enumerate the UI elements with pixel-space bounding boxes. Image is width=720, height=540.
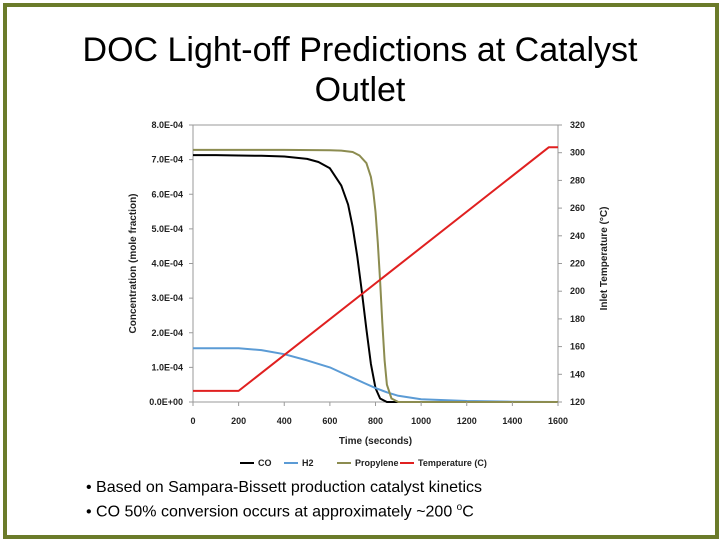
legend-label-propylene: Propylene xyxy=(355,458,399,468)
bullet-2-degree: o xyxy=(456,502,463,513)
bullet-2-unit: C xyxy=(462,503,474,521)
x-tick-label: 1000 xyxy=(411,416,431,426)
title-line-1: DOC Light-off Predictions at Catalyst xyxy=(82,31,638,69)
series-h2-line xyxy=(193,347,559,403)
y2-tick-label: 240 xyxy=(570,231,585,241)
x-tick-label: 200 xyxy=(231,416,246,426)
y2-axis-label: Inlet Temperature (°C) xyxy=(599,207,610,311)
x-tick-label: 400 xyxy=(277,416,292,426)
series-propylene-line xyxy=(193,148,558,403)
x-axis-label: Time (seconds) xyxy=(339,436,412,447)
y2-tick-label: 220 xyxy=(570,259,585,269)
y-tick-label: 3.0E-04 xyxy=(151,293,183,303)
y-tick-label: 4.0E-04 xyxy=(151,259,183,269)
x-tick-label: 1200 xyxy=(457,416,477,426)
series-lines xyxy=(193,146,559,403)
y-tick-label: 0.0E+00 xyxy=(149,397,183,407)
bullet-list: • Based on Sampara-Bissett production ca… xyxy=(86,478,482,522)
y2-tick-label: 300 xyxy=(570,148,585,158)
plot-area xyxy=(192,124,559,403)
tick-labels: 0 200 400 600 800 1000 1200 1400 1600 0.0E+00 1.0E… xyxy=(149,120,585,426)
y2-tick-label: 280 xyxy=(570,175,585,185)
legend: CO H2 Propylene Temperature (C) xyxy=(240,458,487,468)
y2-tick-label: 200 xyxy=(570,286,585,296)
y-tick-label: 7.0E-04 xyxy=(151,155,183,165)
y-axis-label: Concentration (mole fraction) xyxy=(128,193,139,333)
y-tick-label: 2.0E-04 xyxy=(151,328,183,338)
series-co-line xyxy=(193,154,558,403)
y-tick-label: 5.0E-04 xyxy=(151,224,183,234)
y2-tick-label: 180 xyxy=(570,314,585,324)
y-tick-label: 8.0E-04 xyxy=(151,120,183,130)
bullet-1: • Based on Sampara-Bissett production ca… xyxy=(86,479,483,496)
series-temperature-c-line xyxy=(193,146,558,392)
x-tick-label: 1600 xyxy=(548,416,568,426)
x-tick-label: 0 xyxy=(190,416,195,426)
y2-tick-label: 140 xyxy=(570,369,585,379)
legend-label-temperature-c: Temperature (C) xyxy=(418,458,487,468)
title-line-2: Outlet xyxy=(314,71,406,109)
x-tick-label: 600 xyxy=(322,416,337,426)
y2-tick-label: 160 xyxy=(570,342,585,352)
plot-border xyxy=(192,124,559,403)
x-tick-label: 1400 xyxy=(502,416,522,426)
y2-tick-label: 320 xyxy=(570,120,585,130)
legend-label-co: CO xyxy=(258,458,272,468)
y-tick-label: 1.0E-04 xyxy=(151,362,183,372)
x-tick-label: 800 xyxy=(368,416,383,426)
y2-tick-label: 260 xyxy=(570,203,585,213)
legend-label-h2: H2 xyxy=(302,458,314,468)
bullet-2: • CO 50% conversion occurs at approximat… xyxy=(86,498,482,522)
y2-tick-label: 120 xyxy=(570,397,585,407)
bullet-2-text: • CO 50% conversion occurs at approximat… xyxy=(86,503,457,521)
y-tick-label: 6.0E-04 xyxy=(151,189,183,199)
slide-title: DOC Light-off Predictions at Catalyst Ou… xyxy=(8,30,712,110)
